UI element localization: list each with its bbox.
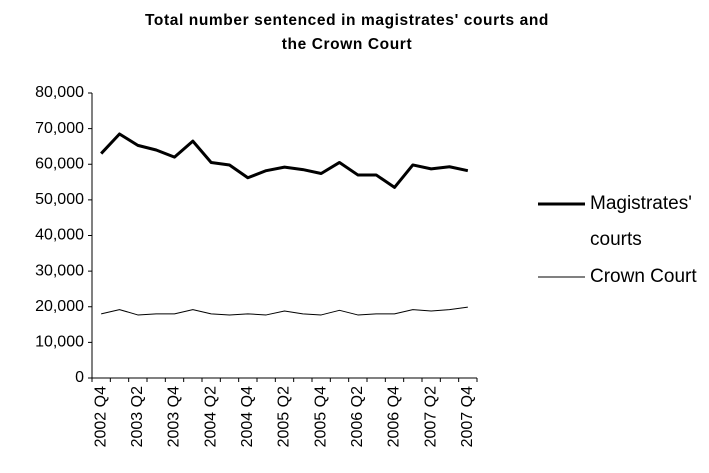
x-tick-label: 2006 Q4 xyxy=(386,386,403,447)
x-tick-label: 2006 Q2 xyxy=(349,386,366,447)
y-tick-label: 80,000 xyxy=(35,84,84,101)
legend-label: Magistrates' courts xyxy=(590,193,692,250)
x-tick-label: 2007 Q4 xyxy=(459,386,476,447)
x-tick-label: 2005 Q2 xyxy=(276,386,293,447)
y-tick-label: 0 xyxy=(75,369,84,386)
x-tick-label: 2004 Q4 xyxy=(239,386,256,447)
x-tick-label: 2004 Q2 xyxy=(202,386,219,447)
y-tick-label: 60,000 xyxy=(35,155,84,172)
y-tick-label: 20,000 xyxy=(35,298,84,315)
x-tick-label: 2002 Q4 xyxy=(92,386,109,447)
series-line xyxy=(101,306,468,316)
chart-title: Total number sentenced in magistrates' c… xyxy=(144,12,550,53)
legend-label: Crown Court xyxy=(590,266,697,287)
x-tick-label: 2007 Q2 xyxy=(422,386,439,447)
y-tick-label: 40,000 xyxy=(35,227,84,244)
x-tick-label: 2003 Q2 xyxy=(129,386,146,447)
series-line xyxy=(100,132,469,189)
x-tick-label: 2005 Q4 xyxy=(312,386,329,447)
y-tick-label: 30,000 xyxy=(35,262,84,279)
y-tick-label: 70,000 xyxy=(35,120,84,137)
x-tick-label: 2003 Q4 xyxy=(166,386,183,447)
y-tick-label: 10,000 xyxy=(35,334,84,351)
y-tick-label: 50,000 xyxy=(35,191,84,208)
